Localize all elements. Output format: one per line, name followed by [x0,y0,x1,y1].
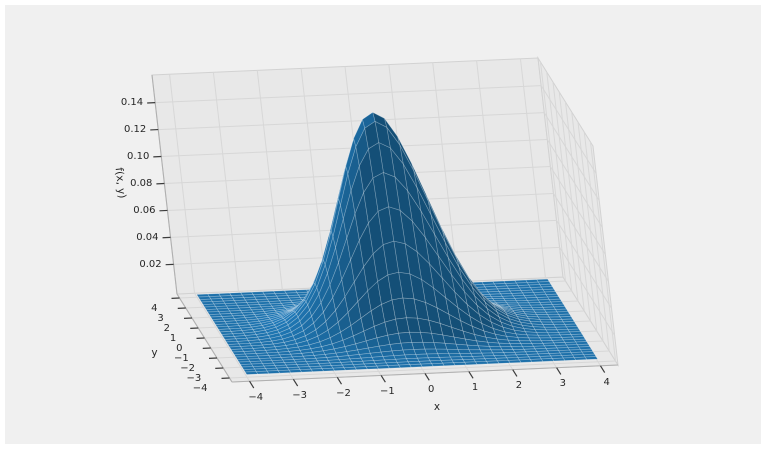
surface-plot-canvas [0,0,766,449]
figure: x y f(x, y) −4 −3 −2 −1 0 1 2 3 4 −4 −3 −2 −1 0 1 2 3 4 0.… [0,0,766,449]
